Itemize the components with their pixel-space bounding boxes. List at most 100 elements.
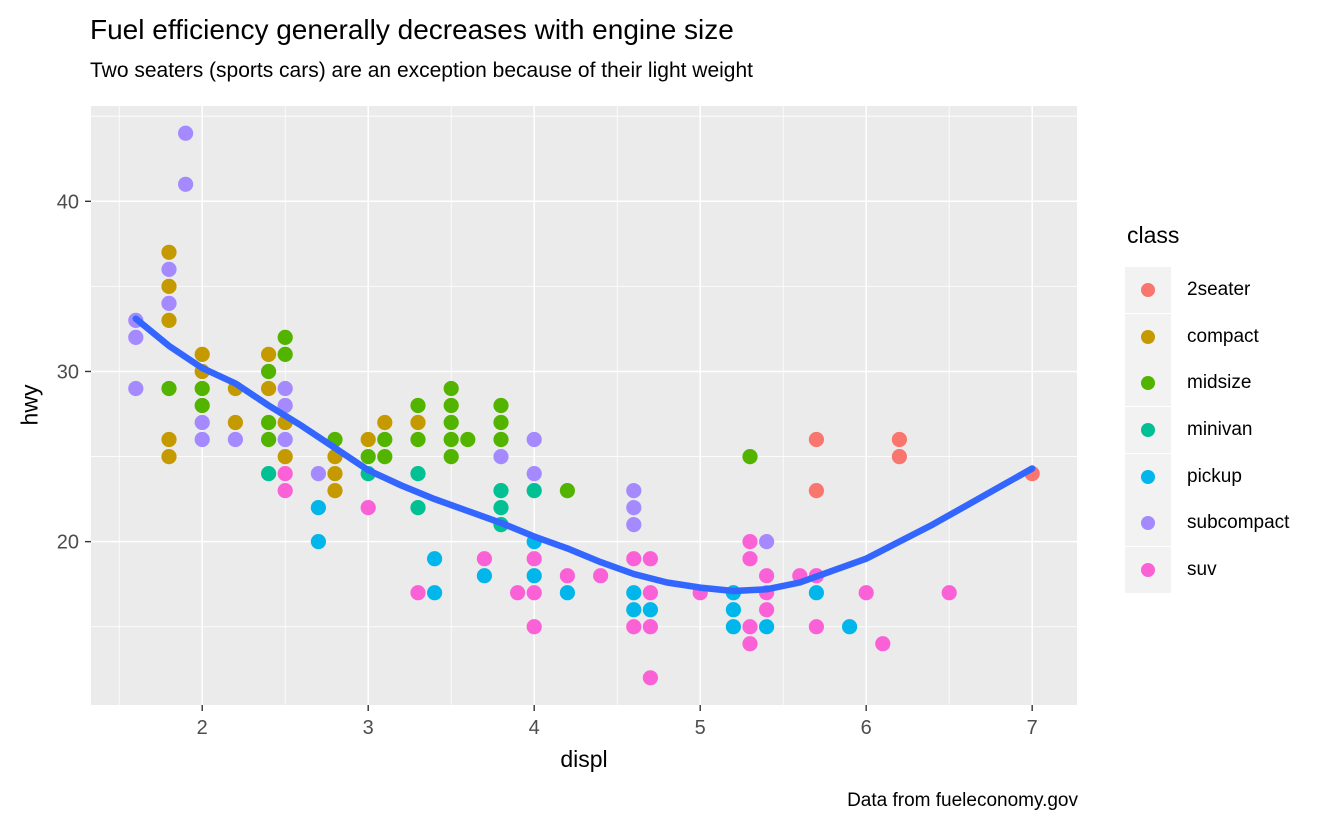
data-point xyxy=(493,449,509,465)
data-point xyxy=(476,551,492,567)
data-point xyxy=(427,585,443,601)
legend-key xyxy=(1125,453,1171,500)
data-point xyxy=(161,380,177,397)
data-point xyxy=(443,380,459,397)
data-point xyxy=(261,431,277,448)
data-point xyxy=(941,585,957,601)
x-axis-title: displ xyxy=(560,746,608,772)
data-point xyxy=(161,244,177,260)
legend-item-subcompact: subcompact xyxy=(1125,500,1289,547)
data-point xyxy=(178,125,194,141)
data-point xyxy=(194,380,210,397)
legend: class 2seater compact midsize minivan pickup… xyxy=(1125,222,1289,593)
legend-key xyxy=(1125,267,1171,314)
data-point xyxy=(526,466,542,482)
data-point xyxy=(526,619,542,635)
data-point xyxy=(277,380,293,397)
data-point xyxy=(261,380,277,397)
legend-key xyxy=(1125,546,1171,593)
data-point xyxy=(891,431,908,448)
legend-key xyxy=(1125,313,1171,360)
data-point xyxy=(526,431,542,448)
legend-item-minivan: minivan xyxy=(1125,407,1289,454)
data-point xyxy=(377,414,393,431)
data-point xyxy=(509,585,526,601)
data-point xyxy=(194,414,210,431)
legend-item-compact: compact xyxy=(1125,313,1289,361)
data-point xyxy=(626,602,642,618)
legend-item-suv: suv xyxy=(1125,546,1289,594)
data-point xyxy=(128,380,144,397)
plot-subtitle: Two seaters (sports cars) are an excepti… xyxy=(90,59,753,82)
data-point xyxy=(410,431,426,448)
legend-item-label: 2seater xyxy=(1187,279,1251,301)
smooth-line xyxy=(132,315,1036,595)
legend-title: class xyxy=(1127,222,1180,248)
data-point xyxy=(493,397,509,414)
legend-key xyxy=(1125,500,1171,547)
legend-key xyxy=(1125,407,1171,454)
data-point xyxy=(360,500,376,516)
legend-item-midsize: midsize xyxy=(1125,360,1289,407)
x-tick-label: 4 xyxy=(529,717,540,739)
data-point xyxy=(410,585,426,601)
x-tick-label: 6 xyxy=(861,717,872,739)
legend-item-label: suv xyxy=(1187,558,1217,580)
data-point xyxy=(410,466,426,482)
data-point xyxy=(742,449,758,465)
data-point xyxy=(742,636,758,652)
data-point xyxy=(261,466,277,482)
legend-items: 2seater compact midsize minivan pickup subcom… xyxy=(1125,267,1289,593)
data-point xyxy=(410,414,426,431)
data-point xyxy=(808,585,825,601)
data-point xyxy=(875,636,891,652)
data-point xyxy=(808,619,825,635)
data-point xyxy=(526,551,542,567)
data-point xyxy=(493,414,509,431)
legend-dot-icon xyxy=(1141,283,1155,298)
data-point xyxy=(277,431,293,448)
data-point xyxy=(526,585,542,601)
y-axis-title: hwy xyxy=(16,384,43,426)
data-point xyxy=(559,568,576,584)
data-point xyxy=(443,397,459,414)
y-tick-label: 30 xyxy=(57,361,79,383)
legend-key xyxy=(1125,360,1171,407)
data-point xyxy=(626,517,642,533)
plot-title: Fuel efficiency generally decreases with… xyxy=(90,14,734,45)
panel-background xyxy=(91,106,1077,705)
data-point xyxy=(808,483,825,499)
data-point xyxy=(161,295,177,311)
data-point xyxy=(161,261,177,277)
legend-item-label: midsize xyxy=(1187,372,1252,394)
data-point xyxy=(443,449,459,465)
data-point xyxy=(194,397,210,414)
data-point xyxy=(277,466,293,482)
legend-item-label: compact xyxy=(1187,325,1259,347)
data-point xyxy=(559,483,576,499)
data-point xyxy=(310,534,326,550)
data-point xyxy=(427,551,443,567)
data-point xyxy=(808,431,825,448)
data-point xyxy=(277,346,293,362)
data-point xyxy=(377,449,393,465)
data-point xyxy=(277,449,293,465)
legend-item-label: pickup xyxy=(1187,465,1242,487)
data-point xyxy=(593,568,609,584)
data-point xyxy=(310,500,326,516)
data-point xyxy=(194,346,210,362)
legend-item-label: subcompact xyxy=(1187,512,1290,534)
data-point xyxy=(261,346,277,362)
data-point xyxy=(626,500,642,516)
data-point xyxy=(626,551,642,567)
legend-dot-icon xyxy=(1141,423,1155,438)
data-point xyxy=(626,619,642,635)
data-point xyxy=(858,585,874,601)
data-point xyxy=(261,414,277,431)
data-point xyxy=(360,431,376,448)
data-point xyxy=(742,619,758,635)
data-point xyxy=(161,278,177,294)
data-point xyxy=(842,619,858,635)
